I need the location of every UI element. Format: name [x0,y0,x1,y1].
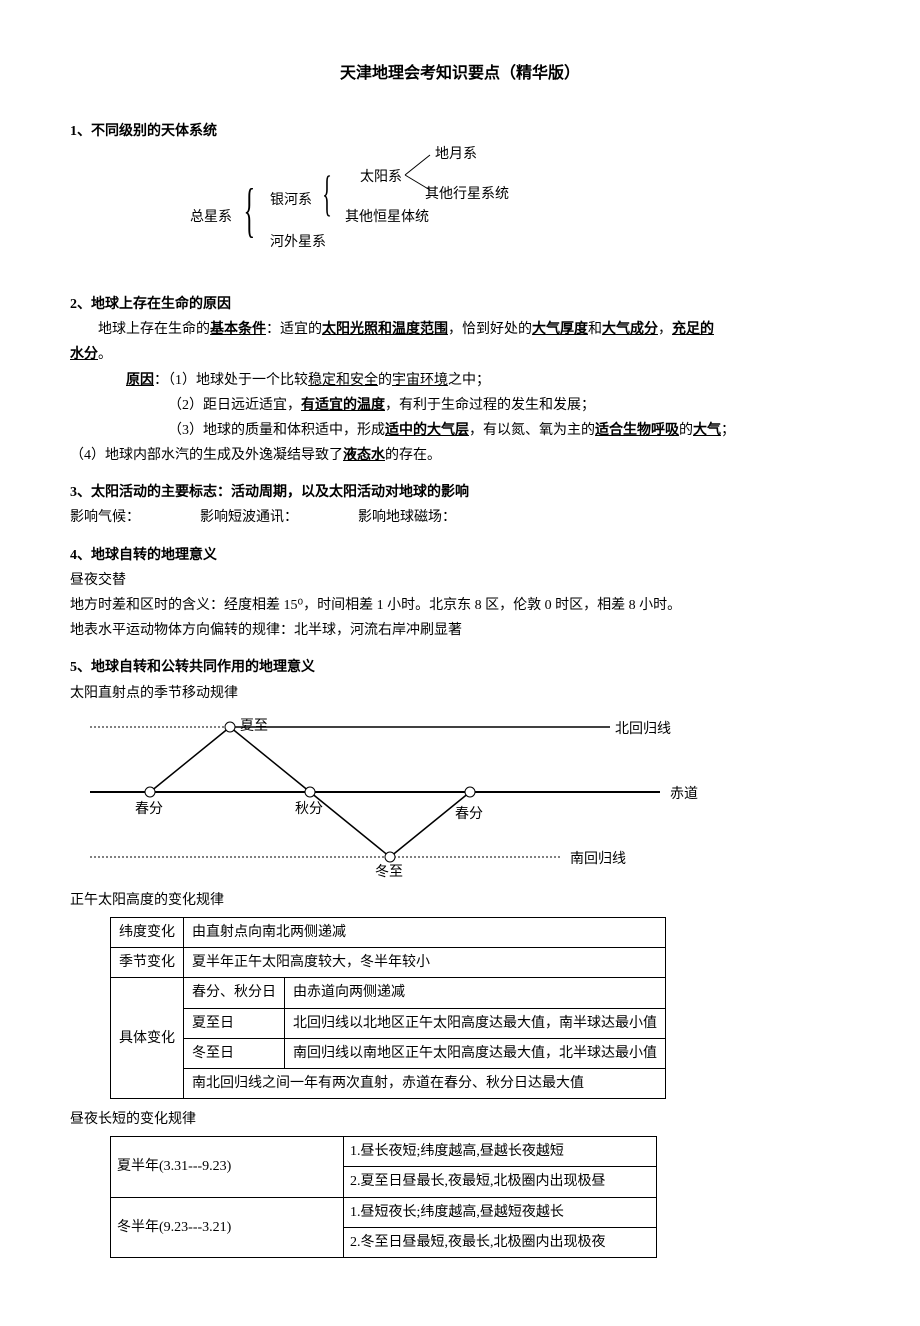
tree-b2a: 太阳系 [360,165,402,190]
tree-b3b: 其他行星系统 [425,182,509,207]
s2-heading: 2、地球上存在生命的原因 [70,292,850,317]
t1-r3a2: 由赤道向两侧递减 [285,978,666,1008]
tree-b2b: 其他恒星体统 [345,205,429,230]
t1-r3b1: 夏至日 [184,1008,285,1038]
text: ； [721,423,735,438]
text: ，恰到好处的 [448,322,532,337]
text: 之中； [448,373,490,388]
s3-c1: 影响气候： [70,505,140,530]
table-noon-sun: 纬度变化 由直射点向南北两侧递减 季节变化 夏半年正午太阳高度较大，冬半年较小 … [110,917,666,1099]
text-u: 水分 [70,347,98,362]
s3-c2: 影响短波通讯： [200,505,298,530]
tree-b1b: 河外星系 [270,230,326,255]
s2-reason3: （3）地球的质量和体积适中，形成适中的大气层，有以氮、氧为主的适合生物呼吸的大气… [168,418,850,443]
text: ：适宜的 [266,322,322,337]
t2-r2c1: 冬半年(9.23---3.21) [111,1197,344,1257]
solar-diagram: 夏至 北回归线 春分 秋分 春分 赤道 冬至 南回归线 [70,712,850,882]
s4-p3: 地表水平运动物体方向偏转的规律：北半球，河流右岸冲刷显著 [70,618,850,643]
label-chunfen2: 春分 [455,802,483,827]
text-u: 充足的 [672,322,714,337]
s2-reason1: 原因：（1）地球处于一个比较稳定和安全的宇宙环境之中； [126,368,850,393]
label-beihuigui: 北回归线 [615,717,671,742]
text-u: 大气成分 [602,322,658,337]
s5-p1: 太阳直射点的季节移动规律 [70,681,850,706]
s5-p2: 正午太阳高度的变化规律 [70,888,850,913]
table-day-night: 夏半年(3.31---9.23) 1.昼长夜短;纬度越高,昼越长夜越短 2.夏至… [110,1136,657,1258]
t1-r3c2: 南回归线以南地区正午太阳高度达最大值，北半球达最小值 [285,1038,666,1068]
t2-r2c2a: 1.昼短夜长;纬度越高,昼越短夜越长 [344,1197,657,1227]
t2-r2c2b: 2.冬至日昼最短,夜最长,北极圈内出现极夜 [344,1227,657,1257]
text-u: 液态水 [343,448,385,463]
text-u: 宇宙环境 [392,373,448,388]
t2-r1c2a: 1.昼长夜短;纬度越高,昼越长夜越短 [344,1137,657,1167]
text: （2）距日远近适宜， [168,398,301,413]
s2-reason2: （2）距日远近适宜，有适宜的温度，有利于生命过程的发生和发展； [168,393,850,418]
text-u: 适合生物呼吸 [595,423,679,438]
label-qiufen: 秋分 [295,797,323,822]
text-u: 基本条件 [210,322,266,337]
t1-r3c1b: 冬至日 [184,1038,285,1068]
t1-r1c1: 纬度变化 [111,917,184,947]
text-u: 原因 [126,373,154,388]
text: ，有利于生命过程的发生和发展； [385,398,595,413]
s2-p2: 水分。 [70,342,850,367]
label-xiazhi: 夏至 [240,714,268,739]
text: 地球上存在生命的 [98,322,210,337]
s5-heading: 5、地球自转和公转共同作用的地理意义 [70,655,850,680]
t2-r1c2b: 2.夏至日昼最长,夜最短,北极圈内出现极昼 [344,1167,657,1197]
s3-c3: 影响地球磁场： [358,505,456,530]
tree-root: 总星系 [190,205,232,230]
s1-heading: 1、不同级别的天体系统 [70,119,850,144]
text-u: 有适宜的温度 [301,398,385,413]
t1-r2c1: 季节变化 [111,948,184,978]
page-title: 天津地理会考知识要点（精华版） [70,60,850,89]
tree-b3a: 地月系 [435,142,477,167]
s4-heading: 4、地球自转的地理意义 [70,543,850,568]
text-u: 太阳光照和温度范围 [322,322,448,337]
s5-p3: 昼夜长短的变化规律 [70,1107,850,1132]
text: 的 [679,423,693,438]
label-chidao: 赤道 [670,782,698,807]
s2-reason4: （4）地球内部水汽的生成及外逸凝结导致了液态水的存在。 [70,443,850,468]
t1-r2c2: 夏半年正午太阳高度较大，冬半年较小 [184,948,666,978]
text-u: 大气厚度 [532,322,588,337]
s3-heading: 3、太阳活动的主要标志：活动周期，以及太阳活动对地球的影响 [70,480,850,505]
t1-r3d: 南北回归线之间一年有两次直射，赤道在春分、秋分日达最大值 [184,1068,666,1098]
text-u: 稳定和安全 [308,373,378,388]
label-chunfen: 春分 [135,797,163,822]
brace-2: { [322,168,332,218]
text: ，有以氮、氧为主的 [469,423,595,438]
s4-p1: 昼夜交替 [70,568,850,593]
text: （4）地球内部水汽的生成及外逸凝结导致了 [70,448,343,463]
s2-p1: 地球上存在生命的基本条件：适宜的太阳光照和温度范围，恰到好处的大气厚度和大气成分… [70,317,850,342]
text: ， [658,322,672,337]
text: 。 [98,347,112,362]
text: （3）地球的质量和体积适中，形成 [168,423,385,438]
s4-p2: 地方时差和区时的含义：经度相差 15⁰，时间相差 1 小时。北京东 8 区，伦敦… [70,593,850,618]
brace-1: { [244,180,256,240]
tree-b1a: 银河系 [270,188,312,213]
text: 的存在。 [385,448,441,463]
t1-r3b2: 北回归线以北地区正午太阳高度达最大值，南半球达最小值 [285,1008,666,1038]
text: 的 [378,373,392,388]
text-u: 大气 [693,423,721,438]
t1-r3c1: 具体变化 [111,978,184,1099]
celestial-tree: 总星系 { 银河系 河外星系 { 太阳系 其他恒星体统 地月系 其他行星系统 [70,150,850,280]
text: 和 [588,322,602,337]
text: ：（1）地球处于一个比较 [154,373,308,388]
t1-r1c2: 由直射点向南北两侧递减 [184,917,666,947]
t1-r3a1: 春分、秋分日 [184,978,285,1008]
s3-row: 影响气候： 影响短波通讯： 影响地球磁场： [70,505,850,530]
text-u: 适中的大气层 [385,423,469,438]
label-dongzhi: 冬至 [375,860,403,885]
label-nanhuigui: 南回归线 [570,847,626,872]
t2-r1c1: 夏半年(3.31---9.23) [111,1137,344,1197]
